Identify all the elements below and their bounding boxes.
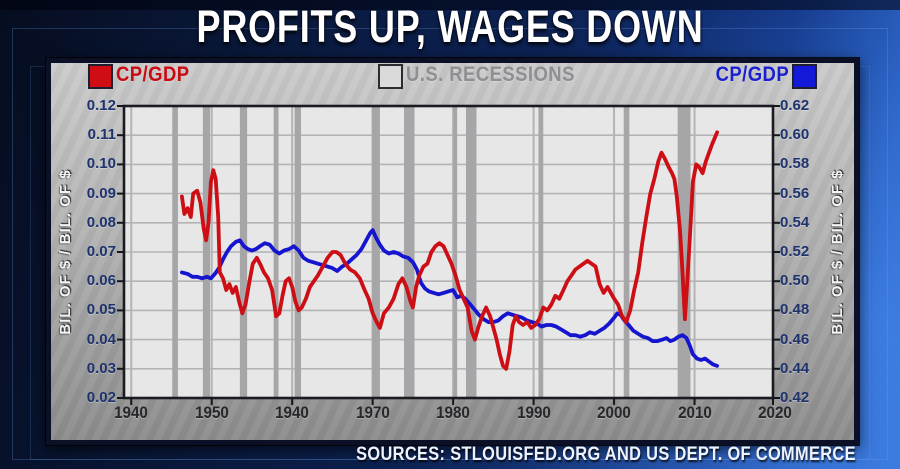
x-axis-tick-label: 1940 <box>114 404 149 422</box>
profits-legend-label: CP/GDP <box>116 63 190 86</box>
right-axis-tick-label: 0.46 <box>780 330 810 348</box>
wages-legend-swatch <box>792 64 817 89</box>
recessions-legend-swatch <box>378 64 403 89</box>
left-axis-tick-label: 0.08 <box>86 213 116 231</box>
left-axis-tick-label: 0.03 <box>86 359 116 377</box>
right-axis-tick-label: 0.56 <box>780 184 810 202</box>
left-axis-tick-label: 0.07 <box>86 243 116 260</box>
left-axis-tick-label: 0.04 <box>86 330 116 348</box>
right-axis-tick-label: 0.50 <box>780 272 810 290</box>
recessions-legend-label: U.S. RECESSIONS <box>406 63 575 86</box>
right-axis-tick-label: 0.42 <box>780 389 810 406</box>
left-axis-tick-label: 0.10 <box>86 155 116 173</box>
x-axis-tick-label: 2000 <box>597 404 631 422</box>
right-axis-tick-label: 0.52 <box>780 243 810 260</box>
right-axis-tick-label: 0.60 <box>780 126 810 144</box>
right-axis-tick-label: 0.58 <box>780 155 810 173</box>
x-axis-tick-label: 2020 <box>758 404 792 422</box>
x-axis-tick-label: 1970 <box>355 404 390 422</box>
profits-legend-swatch <box>88 64 113 89</box>
source-attribution: SOURCES: STLOUISFED.ORG AND US DEPT. OF … <box>356 443 856 465</box>
right-axis-tick-label: 0.44 <box>780 359 810 377</box>
left-axis-tick-label: 0.06 <box>86 272 116 290</box>
left-axis-tick-label: 0.05 <box>86 301 116 319</box>
x-axis-tick-label: 2010 <box>677 404 712 422</box>
x-axis-tick-label: 1940 <box>275 404 310 422</box>
left-axis-tick-label: 0.12 <box>86 97 116 114</box>
left-axis-tick-label: 0.02 <box>86 389 116 406</box>
right-axis-tick-label: 0.54 <box>780 213 810 231</box>
top-shade <box>0 0 900 10</box>
left-axis-tick-label: 0.09 <box>86 184 116 202</box>
page-title: PROFITS UP, WAGES DOWN <box>196 1 704 52</box>
x-axis-tick-label: 1950 <box>194 404 229 422</box>
wages-legend-label: CP/GDP <box>715 63 790 86</box>
right-axis-tick-label: 0.62 <box>780 97 810 114</box>
left-axis-tick-label: 0.11 <box>87 126 116 144</box>
x-axis-tick-label: 1990 <box>516 404 551 422</box>
x-axis-tick-label: 1980 <box>436 404 471 422</box>
chart-panel <box>46 58 859 445</box>
right-axis-tick-label: 0.48 <box>780 301 810 319</box>
